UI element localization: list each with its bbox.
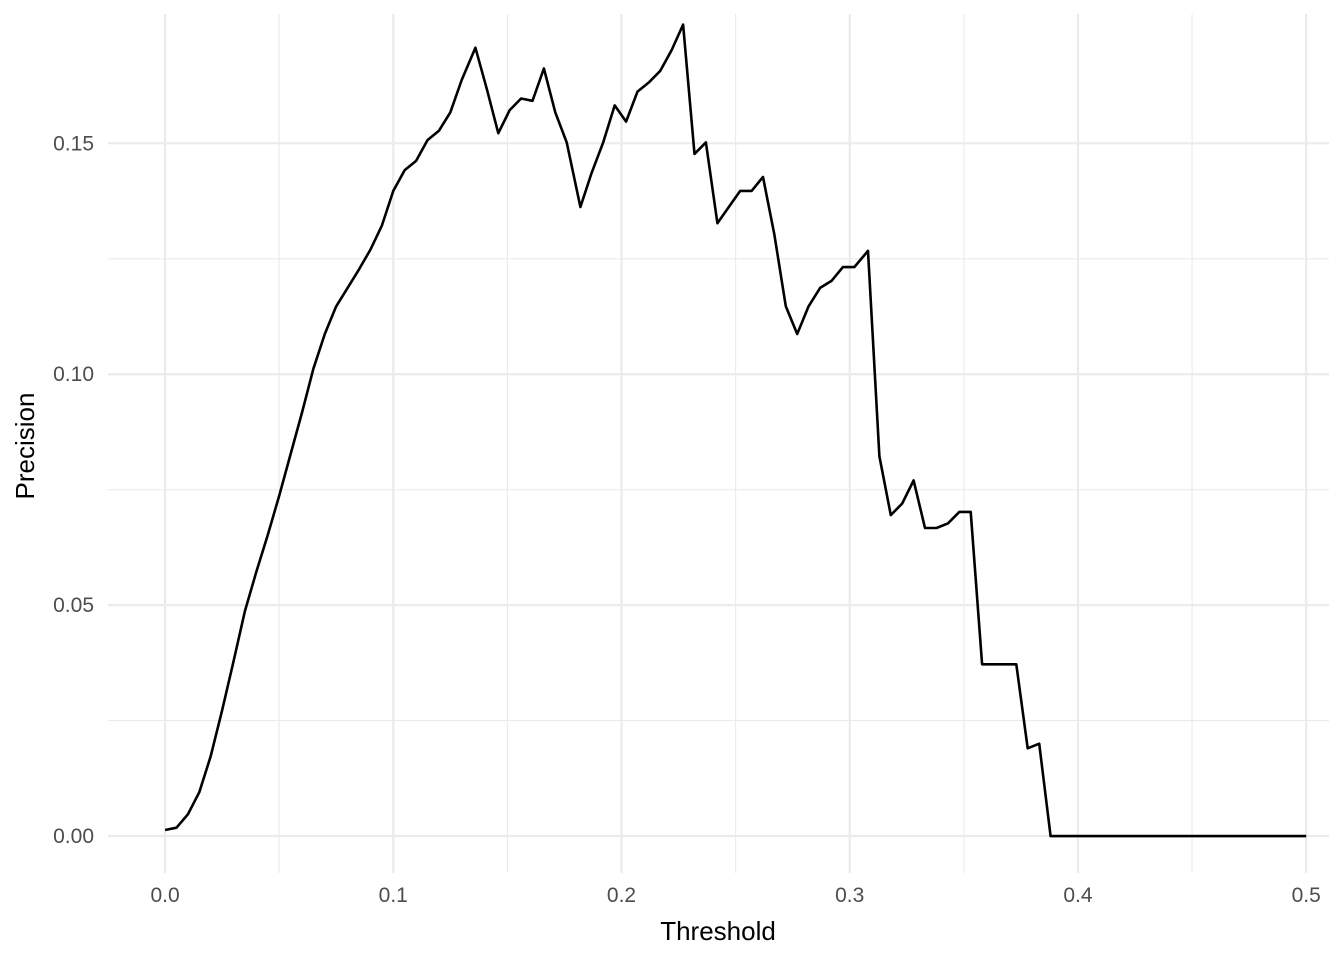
x-tick-label: 0.4 (1063, 884, 1093, 907)
y-tick-label: 0.00 (53, 825, 94, 848)
series-layer (164, 23, 1307, 838)
y-tick-label: 0.05 (53, 594, 94, 617)
x-tick-label: 0.0 (150, 884, 179, 907)
y-tick-label: 0.15 (53, 132, 94, 155)
minor-gridlines (108, 14, 1329, 873)
y-axis-title: Precision (10, 393, 40, 500)
precision-series-line (164, 23, 1307, 838)
x-tick-label: 0.1 (379, 884, 408, 907)
x-tick-label: 0.5 (1292, 884, 1321, 907)
x-axis-tick-labels: 0.0 0.1 0.2 0.3 0.4 0.5 (150, 884, 1320, 907)
y-tick-label: 0.10 (53, 363, 94, 386)
major-gridlines (108, 14, 1329, 873)
x-tick-label: 0.2 (607, 884, 636, 907)
x-axis-title: Threshold (660, 916, 776, 946)
y-axis-tick-labels: 0.00 0.05 0.10 0.15 (53, 132, 94, 848)
x-tick-label: 0.3 (835, 884, 864, 907)
